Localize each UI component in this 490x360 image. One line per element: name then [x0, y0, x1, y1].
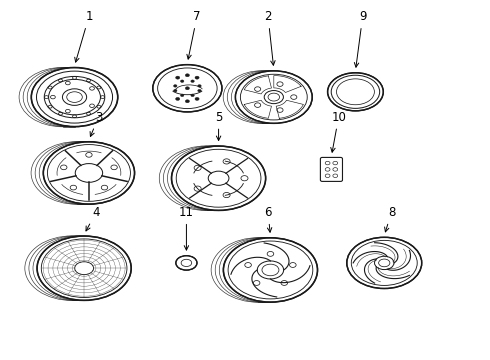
Text: 5: 5	[215, 111, 222, 140]
Text: 4: 4	[86, 206, 100, 231]
Ellipse shape	[176, 256, 197, 270]
Text: 11: 11	[179, 206, 194, 250]
Ellipse shape	[43, 142, 135, 204]
Ellipse shape	[172, 146, 266, 210]
Ellipse shape	[198, 89, 201, 92]
Ellipse shape	[191, 94, 195, 96]
Ellipse shape	[37, 236, 131, 300]
Ellipse shape	[180, 80, 184, 82]
Text: 8: 8	[385, 206, 395, 232]
Text: 3: 3	[90, 111, 102, 136]
Ellipse shape	[173, 85, 177, 87]
FancyBboxPatch shape	[320, 157, 343, 181]
Ellipse shape	[191, 80, 195, 82]
Ellipse shape	[153, 65, 222, 112]
Text: 6: 6	[264, 206, 272, 232]
Ellipse shape	[195, 97, 199, 100]
Ellipse shape	[223, 238, 318, 302]
Text: 10: 10	[331, 111, 346, 152]
Ellipse shape	[31, 68, 118, 127]
Text: 2: 2	[264, 10, 275, 65]
Text: 9: 9	[354, 10, 367, 67]
Ellipse shape	[198, 85, 201, 87]
Ellipse shape	[175, 76, 180, 79]
Ellipse shape	[347, 237, 422, 288]
Ellipse shape	[185, 74, 190, 77]
Text: 7: 7	[187, 10, 201, 59]
Ellipse shape	[185, 87, 190, 90]
Ellipse shape	[195, 76, 199, 79]
Ellipse shape	[180, 94, 184, 96]
Text: 1: 1	[75, 10, 93, 62]
Ellipse shape	[328, 73, 383, 111]
Ellipse shape	[175, 97, 180, 100]
Ellipse shape	[173, 89, 177, 92]
Ellipse shape	[235, 71, 312, 123]
Ellipse shape	[185, 100, 190, 103]
